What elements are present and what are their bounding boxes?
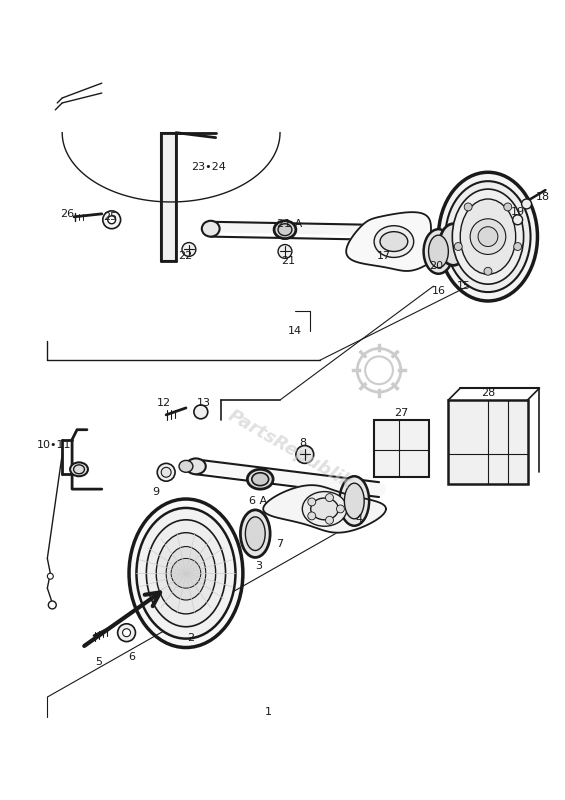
- Text: 18: 18: [536, 192, 550, 202]
- Circle shape: [118, 624, 136, 642]
- Polygon shape: [346, 212, 446, 271]
- Text: 13: 13: [197, 398, 211, 408]
- Ellipse shape: [146, 520, 225, 626]
- Bar: [161, 133, 176, 262]
- Ellipse shape: [129, 499, 243, 647]
- Circle shape: [337, 505, 345, 513]
- Ellipse shape: [438, 172, 537, 301]
- Circle shape: [325, 494, 333, 502]
- Ellipse shape: [247, 470, 273, 489]
- Ellipse shape: [440, 224, 467, 266]
- Circle shape: [464, 203, 472, 211]
- Circle shape: [512, 215, 523, 225]
- Circle shape: [454, 242, 462, 250]
- Ellipse shape: [302, 491, 347, 526]
- Text: 6 A: 6 A: [249, 496, 267, 506]
- Text: 1: 1: [264, 707, 272, 717]
- Ellipse shape: [374, 226, 414, 258]
- Ellipse shape: [157, 533, 216, 614]
- Text: 22: 22: [178, 251, 192, 262]
- Circle shape: [171, 558, 201, 588]
- Text: 4: 4: [356, 514, 363, 524]
- Circle shape: [157, 463, 175, 481]
- Circle shape: [514, 242, 521, 250]
- Circle shape: [47, 574, 53, 579]
- Text: 2: 2: [188, 633, 194, 642]
- Text: 26: 26: [60, 209, 74, 219]
- Circle shape: [194, 405, 208, 419]
- Circle shape: [123, 629, 131, 637]
- Circle shape: [484, 267, 492, 275]
- Ellipse shape: [453, 189, 524, 284]
- Circle shape: [308, 512, 316, 520]
- Ellipse shape: [428, 235, 449, 268]
- Ellipse shape: [311, 498, 338, 520]
- Text: 25: 25: [103, 212, 117, 222]
- Text: 3: 3: [255, 562, 262, 571]
- Circle shape: [325, 516, 333, 524]
- Ellipse shape: [424, 229, 453, 274]
- Text: 6: 6: [128, 653, 135, 662]
- Circle shape: [103, 211, 120, 229]
- Text: 12: 12: [157, 398, 171, 408]
- Ellipse shape: [274, 221, 296, 238]
- Text: 15: 15: [457, 281, 471, 291]
- Ellipse shape: [252, 473, 268, 486]
- Text: 7: 7: [276, 538, 284, 549]
- Text: 16: 16: [432, 286, 445, 296]
- Circle shape: [108, 216, 116, 224]
- Circle shape: [478, 226, 498, 246]
- Text: 5: 5: [95, 658, 102, 667]
- Text: 27: 27: [394, 408, 408, 418]
- Ellipse shape: [137, 508, 236, 638]
- Ellipse shape: [380, 232, 408, 251]
- Text: PartsRepublik: PartsRepublik: [224, 406, 355, 493]
- Ellipse shape: [73, 465, 84, 474]
- Polygon shape: [263, 485, 386, 533]
- Text: 28: 28: [481, 388, 495, 398]
- Circle shape: [365, 357, 393, 384]
- Ellipse shape: [345, 483, 364, 519]
- Circle shape: [296, 446, 314, 463]
- Bar: [449, 400, 528, 484]
- Ellipse shape: [241, 510, 270, 558]
- Text: 14: 14: [288, 326, 302, 336]
- Ellipse shape: [245, 517, 265, 550]
- Bar: [374, 420, 428, 478]
- Text: 21 A: 21 A: [277, 218, 302, 229]
- Text: 19: 19: [511, 207, 525, 217]
- Ellipse shape: [202, 221, 220, 237]
- Circle shape: [504, 203, 512, 211]
- Ellipse shape: [278, 224, 292, 236]
- Circle shape: [278, 245, 292, 258]
- Circle shape: [308, 498, 316, 506]
- Text: 8: 8: [299, 438, 306, 447]
- Circle shape: [357, 349, 401, 392]
- Circle shape: [470, 218, 506, 254]
- Circle shape: [161, 467, 171, 478]
- Ellipse shape: [460, 199, 516, 274]
- Text: 17: 17: [377, 251, 391, 262]
- Ellipse shape: [166, 546, 206, 600]
- Circle shape: [49, 601, 56, 609]
- Ellipse shape: [445, 181, 531, 292]
- Ellipse shape: [186, 458, 206, 474]
- Ellipse shape: [70, 462, 88, 476]
- Text: 10•11: 10•11: [37, 439, 72, 450]
- Circle shape: [521, 199, 532, 209]
- Text: 20: 20: [429, 262, 444, 271]
- Text: 9: 9: [153, 487, 160, 497]
- Ellipse shape: [340, 476, 369, 526]
- Ellipse shape: [179, 461, 193, 472]
- Text: 21: 21: [281, 256, 295, 266]
- Circle shape: [182, 242, 196, 257]
- Text: 23•24: 23•24: [192, 162, 226, 172]
